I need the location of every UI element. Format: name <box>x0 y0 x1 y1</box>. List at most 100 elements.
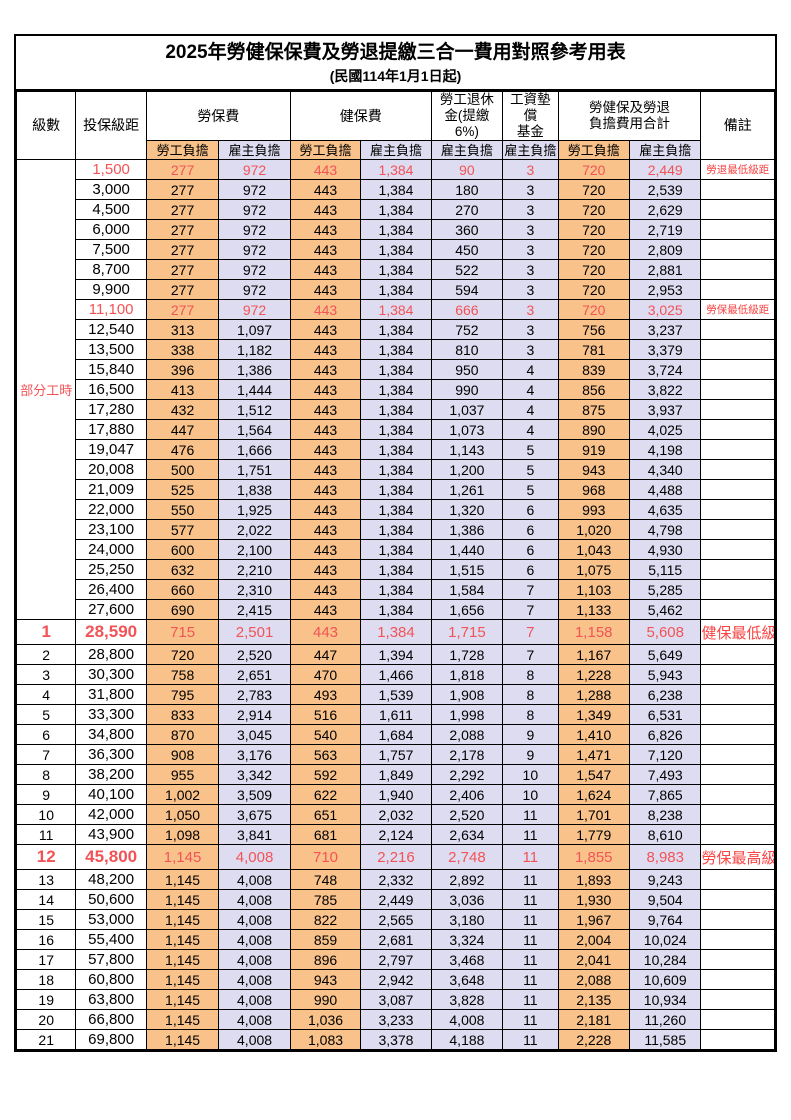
cell-health-insurance-employer: 1,384 <box>360 259 432 280</box>
cell-wage-fund-employer: 7 <box>502 599 559 620</box>
cell-labor-insurance-employer: 4,008 <box>218 989 291 1010</box>
subheader-health-employee-share: 勞工負擔 <box>289 140 362 160</box>
cell-remark <box>700 1029 775 1050</box>
table-row: 10 42,000 1,050 3,675 651 2,032 2,520 11 1,701 8,… <box>15 804 775 825</box>
cell-health-insurance-employee: 443 <box>289 439 362 460</box>
cell-wage-fund-employer: 4 <box>502 399 559 420</box>
table-row: 16 55,400 1,145 4,008 859 2,681 3,324 11 2,004 10… <box>15 929 775 950</box>
cell-pension-employer: 3,468 <box>430 949 504 970</box>
cell-health-insurance-employer: 1,384 <box>360 579 432 600</box>
cell-total-employer: 6,826 <box>628 724 702 745</box>
cell-salary-bracket: 1,500 <box>75 159 147 180</box>
cell-health-insurance-employee: 443 <box>289 579 362 600</box>
cell-labor-insurance-employer: 2,914 <box>218 704 291 725</box>
cell-wage-fund-employer: 4 <box>502 379 559 400</box>
cell-salary-bracket: 27,600 <box>75 599 147 620</box>
cell-wage-fund-employer: 6 <box>502 559 559 580</box>
cell-pension-employer: 522 <box>430 259 504 280</box>
cell-labor-insurance-employer: 2,310 <box>218 579 291 600</box>
cell-labor-insurance-employee: 1,145 <box>145 949 220 970</box>
cell-labor-insurance-employer: 972 <box>218 239 291 260</box>
cell-health-insurance-employer: 1,384 <box>360 539 432 560</box>
cell-wage-fund-employer: 10 <box>502 784 559 805</box>
cell-pension-employer: 2,520 <box>430 804 504 825</box>
cell-health-insurance-employer: 1,940 <box>360 784 432 805</box>
cell-remark <box>700 599 775 620</box>
cell-total-employer: 2,719 <box>628 219 702 240</box>
table-row: 部分工時 1,500 277 972 443 1,384 90 3 720 2,449 勞退最低級距 <box>15 159 775 620</box>
cell-total-employer: 2,629 <box>628 199 702 220</box>
cell-pension-employer: 270 <box>430 199 504 220</box>
cell-total-employee: 1,471 <box>557 744 630 765</box>
subheader-pension-employer-share: 雇主負擔 <box>430 140 504 160</box>
cell-remark <box>700 199 775 220</box>
cell-total-employee: 720 <box>557 199 630 220</box>
table-row: 14 50,600 1,145 4,008 785 2,449 3,036 11 1,930 9,… <box>15 889 775 910</box>
cell-remark <box>700 744 775 765</box>
cell-level: 6 <box>15 724 77 745</box>
cell-labor-insurance-employer: 972 <box>218 259 291 280</box>
cell-salary-bracket: 24,000 <box>75 539 147 560</box>
cell-labor-insurance-employer: 972 <box>218 179 291 200</box>
cell-total-employee: 1,967 <box>557 909 630 930</box>
cell-salary-bracket: 17,280 <box>75 399 147 420</box>
cell-health-insurance-employee: 710 <box>289 844 362 870</box>
cell-remark <box>700 684 775 705</box>
cell-wage-fund-employer: 9 <box>502 744 559 765</box>
table-row: 26,400 660 2,310 443 1,384 1,584 7 1,103 5,285 <box>17 579 775 600</box>
cell-pension-employer: 752 <box>430 319 504 340</box>
cell-salary-bracket: 13,500 <box>75 339 147 360</box>
cell-health-insurance-employee: 470 <box>289 664 362 685</box>
cell-wage-fund-employer: 11 <box>502 949 559 970</box>
cell-pension-employer: 3,180 <box>430 909 504 930</box>
cell-health-insurance-employer: 1,384 <box>360 499 432 520</box>
cell-level: 9 <box>15 784 77 805</box>
cell-health-insurance-employee: 443 <box>289 619 362 645</box>
cell-pension-employer: 1,440 <box>430 539 504 560</box>
cell-health-insurance-employer: 1,466 <box>360 664 432 685</box>
cell-remark <box>700 1009 775 1030</box>
cell-pension-employer: 950 <box>430 359 504 380</box>
cell-health-insurance-employer: 2,124 <box>360 824 432 845</box>
cell-labor-insurance-employee: 833 <box>145 704 220 725</box>
cell-health-insurance-employer: 3,087 <box>360 989 432 1010</box>
cell-labor-insurance-employer: 4,008 <box>218 1009 291 1030</box>
cell-salary-bracket: 28,800 <box>75 644 147 665</box>
cell-wage-fund-employer: 11 <box>502 844 559 870</box>
table-row: 3,000 277 972 443 1,384 180 3 720 2,539 <box>17 179 775 200</box>
cell-wage-fund-employer: 3 <box>502 159 559 180</box>
cell-pension-employer: 3,324 <box>430 929 504 950</box>
group-label-part-time: 部分工時 <box>15 159 77 620</box>
cell-remark <box>700 419 775 440</box>
cell-labor-insurance-employer: 3,342 <box>218 764 291 785</box>
cell-total-employer: 6,238 <box>628 684 702 705</box>
cell-wage-fund-employer: 11 <box>502 889 559 910</box>
cell-health-insurance-employer: 1,384 <box>360 619 432 645</box>
cell-total-employee: 1,855 <box>557 844 630 870</box>
cell-pension-employer: 90 <box>430 159 504 180</box>
cell-labor-insurance-employer: 1,386 <box>218 359 291 380</box>
cell-salary-bracket: 4,500 <box>75 199 147 220</box>
cell-health-insurance-employer: 1,384 <box>360 399 432 420</box>
cell-remark <box>700 499 775 520</box>
cell-labor-insurance-employee: 715 <box>145 619 220 645</box>
page-subtitle: (民國114年1月1日起) <box>329 68 462 84</box>
cell-health-insurance-employee: 443 <box>289 519 362 540</box>
cell-wage-fund-employer: 10 <box>502 764 559 785</box>
cell-labor-insurance-employer: 4,008 <box>218 1029 291 1050</box>
cell-pension-employer: 1,584 <box>430 579 504 600</box>
cell-total-employer: 11,585 <box>628 1029 702 1050</box>
cell-labor-insurance-employee: 277 <box>145 179 220 200</box>
cell-remark <box>700 399 775 420</box>
cell-labor-insurance-employer: 1,182 <box>218 339 291 360</box>
cell-labor-insurance-employer: 972 <box>218 159 291 180</box>
cell-total-employee: 968 <box>557 479 630 500</box>
cell-labor-insurance-employee: 1,145 <box>145 909 220 930</box>
cell-level: 14 <box>15 889 77 910</box>
cell-labor-insurance-employer: 3,045 <box>218 724 291 745</box>
cell-salary-bracket: 7,500 <box>75 239 147 260</box>
cell-health-insurance-employer: 2,942 <box>360 969 432 990</box>
cell-total-employee: 890 <box>557 419 630 440</box>
cell-labor-insurance-employee: 277 <box>145 159 220 180</box>
cell-wage-fund-employer: 4 <box>502 359 559 380</box>
